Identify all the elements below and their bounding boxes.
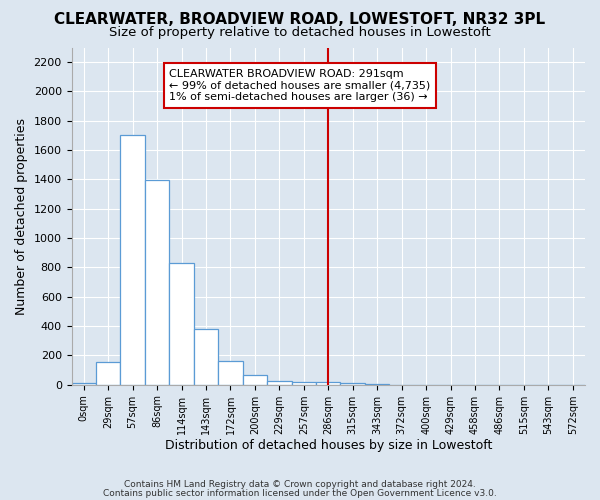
Bar [340,382,365,384]
Bar [169,263,194,384]
Bar [121,136,145,384]
Bar [96,362,121,384]
Text: Size of property relative to detached houses in Lowestoft: Size of property relative to detached ho… [109,26,491,39]
Bar [316,382,340,384]
Bar [292,382,316,384]
Text: CLEARWATER BROADVIEW ROAD: 291sqm
← 99% of detached houses are smaller (4,735)
1: CLEARWATER BROADVIEW ROAD: 291sqm ← 99% … [169,69,431,102]
Bar [71,382,96,384]
Text: Contains public sector information licensed under the Open Government Licence v3: Contains public sector information licen… [103,488,497,498]
Bar [242,375,267,384]
X-axis label: Distribution of detached houses by size in Lowestoft: Distribution of detached houses by size … [164,440,492,452]
Bar [145,180,169,384]
Y-axis label: Number of detached properties: Number of detached properties [15,118,28,314]
Bar [194,329,218,384]
Bar [267,381,292,384]
Text: Contains HM Land Registry data © Crown copyright and database right 2024.: Contains HM Land Registry data © Crown c… [124,480,476,489]
Text: CLEARWATER, BROADVIEW ROAD, LOWESTOFT, NR32 3PL: CLEARWATER, BROADVIEW ROAD, LOWESTOFT, N… [55,12,545,28]
Bar [218,362,242,384]
